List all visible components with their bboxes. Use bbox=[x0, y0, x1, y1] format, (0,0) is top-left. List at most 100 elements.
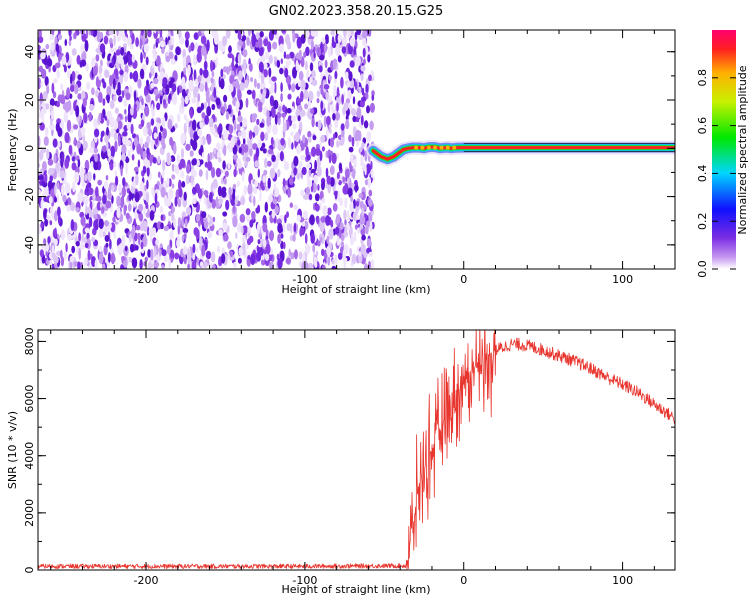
heatmap-cell bbox=[291, 105, 295, 113]
heatmap-cell bbox=[98, 72, 102, 81]
heatmap-cell bbox=[267, 177, 271, 189]
heatmap-cell bbox=[57, 214, 61, 225]
heatmap-cell bbox=[191, 119, 197, 131]
heatmap-cell bbox=[363, 120, 369, 129]
heatmap-cell bbox=[185, 174, 190, 185]
heatmap-cell bbox=[274, 205, 279, 215]
heatmap-cell bbox=[247, 30, 251, 37]
heatmap-cell bbox=[220, 68, 224, 78]
heatmap-cell bbox=[337, 33, 342, 44]
heatmap-cell bbox=[134, 191, 140, 203]
heatmap-cell bbox=[88, 217, 93, 228]
heatmap-cell bbox=[139, 181, 145, 194]
heatmap-cell bbox=[167, 118, 173, 130]
heatmap-cell bbox=[215, 203, 220, 209]
heatmap-cell bbox=[109, 162, 114, 171]
heatmap-cell bbox=[352, 96, 356, 105]
heatmap-cell bbox=[328, 128, 332, 134]
heatmap-cell bbox=[38, 36, 44, 44]
heatmap-cell bbox=[334, 190, 338, 200]
heatmap-cell bbox=[335, 33, 339, 44]
heatmap-cell bbox=[99, 43, 106, 53]
heatmap-cell bbox=[150, 82, 154, 89]
snr-y-tick-label: 2000 bbox=[23, 499, 36, 527]
heatmap-cell bbox=[292, 66, 297, 79]
heatmap-cell bbox=[222, 35, 228, 47]
heatmap-cell bbox=[306, 154, 311, 161]
heatmap-cell bbox=[54, 210, 58, 222]
heatmap-cell bbox=[206, 106, 212, 117]
heatmap-cell bbox=[145, 203, 149, 210]
heatmap-cell bbox=[263, 62, 268, 70]
heatmap-cell bbox=[123, 98, 128, 107]
heatmap-cell bbox=[104, 69, 110, 79]
heatmap-cell bbox=[217, 245, 221, 254]
heatmap-cell bbox=[353, 45, 357, 56]
heatmap-cell bbox=[190, 175, 194, 184]
heatmap-cell bbox=[83, 194, 89, 206]
heatmap-cell bbox=[75, 207, 80, 213]
heatmap-cell bbox=[109, 239, 112, 250]
heatmap-cell bbox=[84, 227, 90, 233]
heatmap-cell bbox=[113, 34, 116, 46]
heatmap-cell bbox=[344, 168, 350, 179]
heatmap-cell bbox=[247, 226, 252, 233]
heatmap-cell bbox=[254, 78, 257, 88]
heatmap-cell bbox=[43, 187, 49, 197]
heatmap-cell bbox=[296, 144, 302, 155]
heatmap-cell bbox=[38, 65, 44, 73]
heatmap-cell bbox=[264, 201, 268, 213]
heatmap-cell bbox=[168, 93, 172, 100]
heatmap-cell bbox=[39, 149, 44, 161]
heatmap-cell bbox=[152, 52, 158, 60]
heatmap-cell bbox=[89, 103, 95, 111]
heatmap-cell bbox=[143, 261, 146, 267]
heatmap-cell bbox=[170, 155, 175, 162]
heatmap-cell bbox=[51, 109, 55, 120]
heatmap-cell bbox=[352, 199, 356, 209]
heatmap-cell bbox=[130, 106, 134, 116]
heatmap-cell bbox=[196, 106, 202, 114]
heatmap-cell bbox=[354, 81, 358, 90]
heatmap-cell bbox=[276, 59, 281, 68]
heatmap-cell bbox=[53, 255, 59, 264]
heatmap-cell bbox=[228, 83, 234, 93]
heatmap-cell bbox=[149, 72, 152, 79]
heatmap-cell bbox=[121, 186, 126, 198]
signal-track-marker bbox=[433, 145, 438, 150]
heatmap-cell bbox=[181, 181, 186, 188]
heatmap-cell bbox=[137, 78, 142, 89]
heatmap-cell bbox=[301, 221, 306, 227]
heatmap-cell bbox=[327, 246, 331, 258]
heatmap-cell bbox=[313, 202, 316, 211]
heatmap-cell bbox=[58, 53, 61, 63]
snr-y-tick-label: 6000 bbox=[23, 385, 36, 413]
heatmap-cell bbox=[319, 236, 323, 243]
heatmap-cell bbox=[180, 148, 185, 159]
heatmap-cell bbox=[328, 154, 332, 164]
spectrogram-x-tick-label: 0 bbox=[460, 273, 467, 286]
heatmap-cell bbox=[316, 90, 321, 98]
heatmap-cell bbox=[347, 89, 353, 101]
heatmap-cell bbox=[290, 83, 296, 93]
heatmap-cell bbox=[102, 263, 106, 269]
heatmap-cell bbox=[355, 129, 361, 141]
heatmap-cell bbox=[324, 59, 328, 69]
heatmap-cell bbox=[259, 189, 262, 202]
heatmap-cell bbox=[85, 184, 89, 194]
heatmap-cell bbox=[100, 112, 104, 125]
heatmap-cell bbox=[288, 177, 294, 185]
heatmap-cell bbox=[121, 255, 126, 262]
heatmap-cell bbox=[211, 167, 216, 179]
heatmap-cell bbox=[182, 246, 188, 255]
heatmap-cell bbox=[122, 131, 128, 137]
heatmap-cell bbox=[63, 251, 67, 261]
heatmap-cell bbox=[107, 192, 112, 200]
heatmap-cell bbox=[305, 146, 309, 158]
heatmap-cell bbox=[262, 222, 268, 233]
heatmap-cell bbox=[332, 58, 337, 70]
heatmap-cell bbox=[237, 89, 242, 101]
heatmap-cell bbox=[187, 263, 190, 269]
heatmap-cell bbox=[245, 97, 249, 108]
